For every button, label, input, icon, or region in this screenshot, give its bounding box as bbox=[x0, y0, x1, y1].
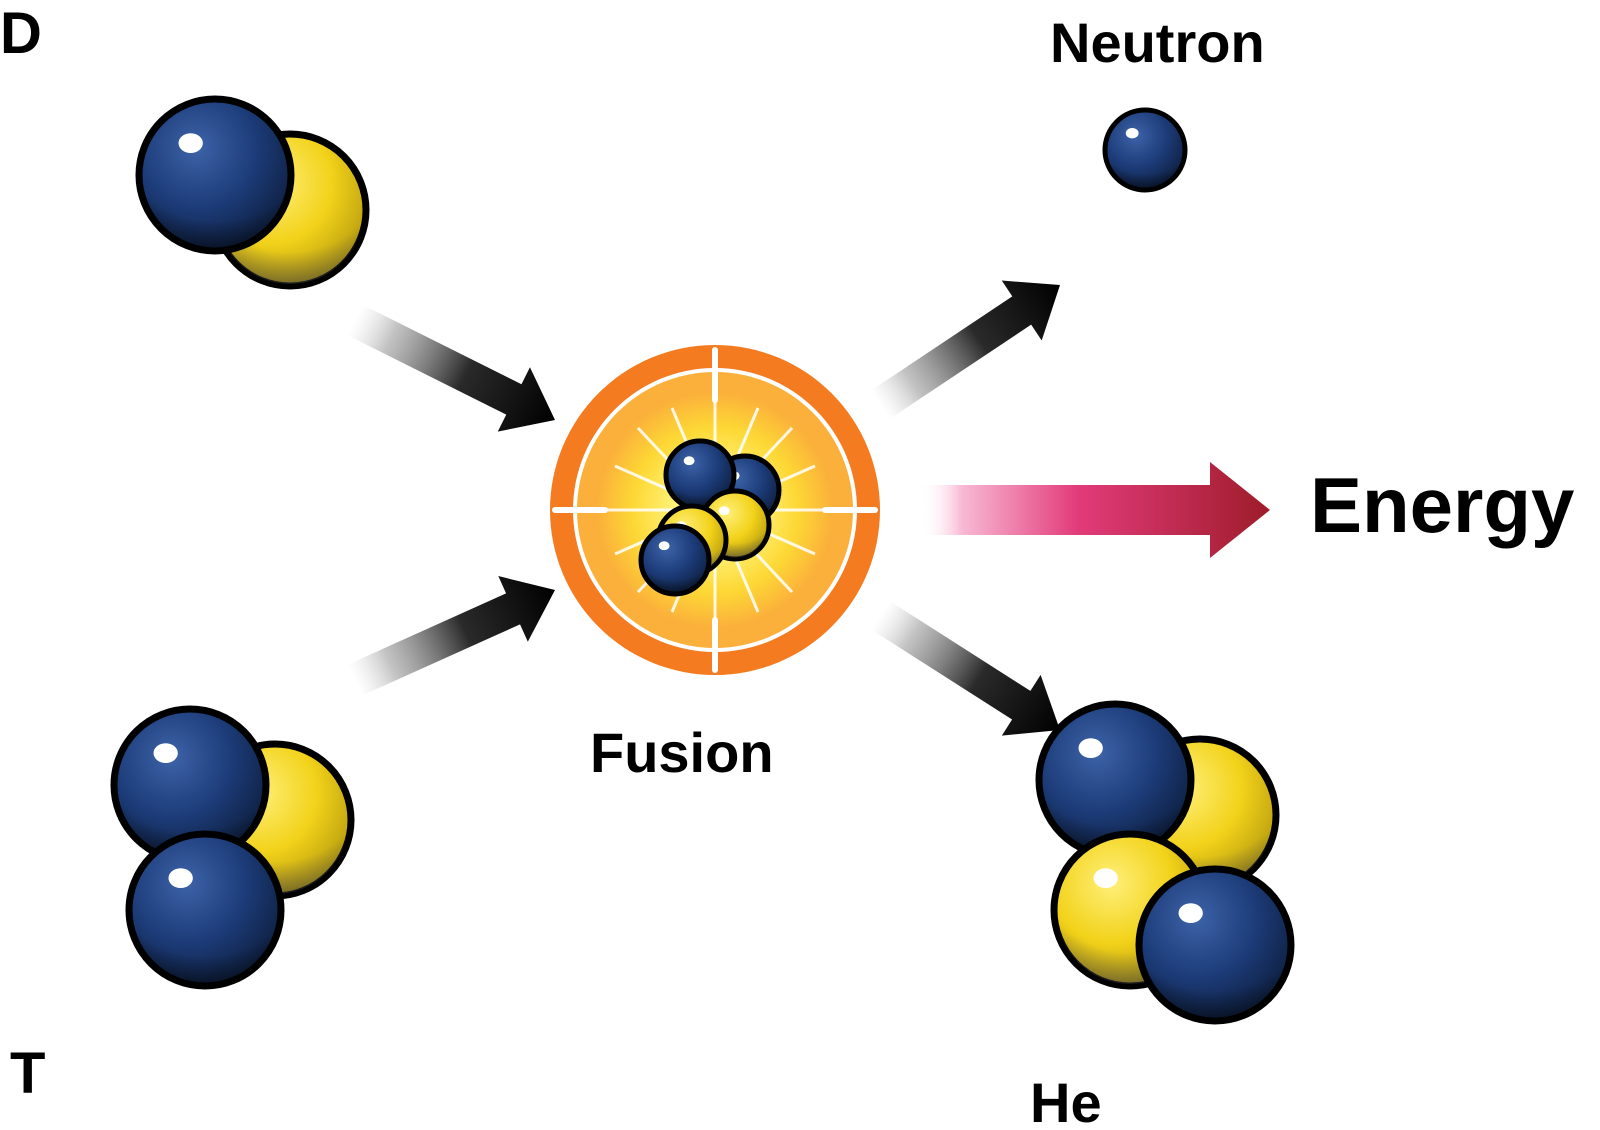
arrow-fusion-to-he bbox=[861, 585, 1080, 761]
diagram-svg bbox=[0, 0, 1600, 1130]
particle-neutron bbox=[1105, 110, 1185, 190]
arrow-fusion-to-energy bbox=[920, 462, 1270, 558]
particle-d bbox=[139, 99, 366, 286]
arrow-t-to-fusion bbox=[340, 557, 570, 713]
arrow-fusion-to-neutron bbox=[860, 255, 1080, 435]
particle-he bbox=[1039, 704, 1291, 1021]
diagram-stage: D T Neutron He Fusion Energy bbox=[0, 0, 1600, 1130]
particle-t bbox=[114, 709, 351, 986]
arrow-d-to-fusion bbox=[339, 288, 571, 452]
